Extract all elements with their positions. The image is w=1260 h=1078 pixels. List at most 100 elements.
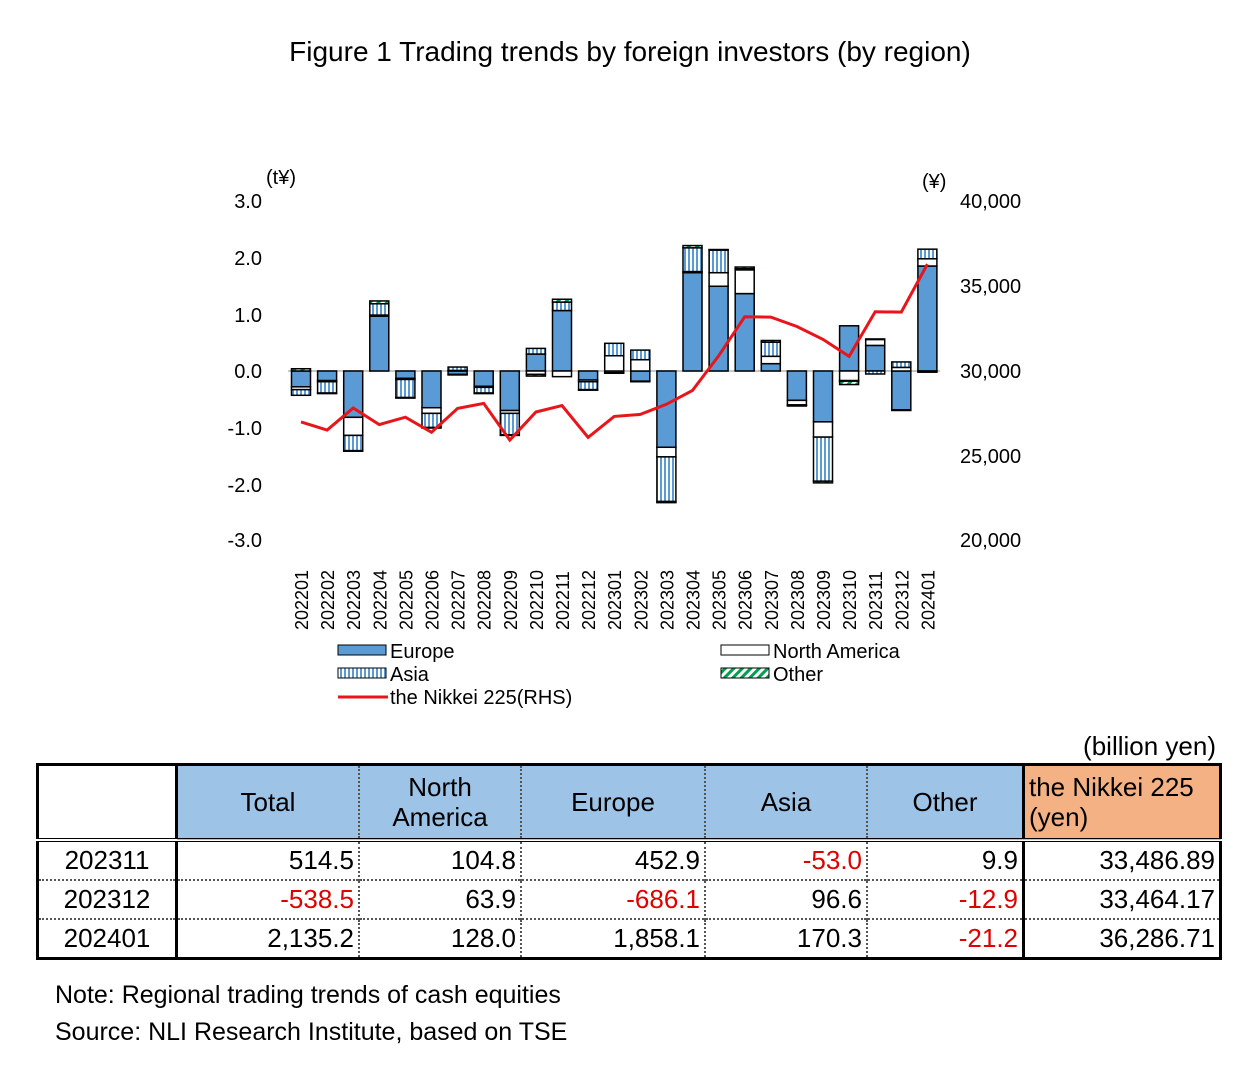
table-cell: 36,286.71 <box>1022 918 1221 959</box>
table-cell: 33,486.89 <box>1022 839 1221 880</box>
bar-europe <box>656 370 677 449</box>
bar-other <box>342 449 364 452</box>
bar-europe <box>551 309 573 372</box>
bar-other <box>630 380 651 383</box>
left-tick-label: 0.0 <box>234 361 262 383</box>
chart-title: Figure 1 Trading trends by foreign inves… <box>289 36 971 67</box>
bar-europe <box>760 362 782 372</box>
bar-asia <box>369 303 390 316</box>
x-tick-label: 202209 <box>501 570 521 630</box>
bar-other <box>473 392 494 395</box>
table-cell: 170.3 <box>704 918 867 959</box>
bar-other <box>316 392 338 395</box>
bar-other <box>577 388 599 391</box>
x-tick-label: 202302 <box>631 570 651 630</box>
bar-asia <box>290 388 312 397</box>
x-tick-label: 202203 <box>344 570 364 630</box>
bar-asia <box>760 341 782 358</box>
bar-other <box>917 370 938 373</box>
note-text: Note: Regional trading trends of cash eq… <box>55 981 561 1009</box>
bar-other <box>838 380 860 386</box>
bar-other <box>864 338 886 341</box>
bar-asia <box>864 370 886 375</box>
bar-asia <box>708 249 729 274</box>
x-tick-label: 202308 <box>788 570 808 630</box>
x-tick-label: 202307 <box>762 570 782 630</box>
bar-asia <box>577 380 599 391</box>
bar-other <box>708 248 729 251</box>
bar-other <box>786 404 808 407</box>
bar-asia <box>447 366 468 372</box>
bar-other <box>734 266 755 270</box>
bar-europe <box>891 370 912 411</box>
right-tick-label: 20,000 <box>960 530 1021 552</box>
x-tick-label: 202204 <box>370 570 390 630</box>
bar-other <box>682 244 703 249</box>
right-tick-label: 35,000 <box>960 276 1021 298</box>
header-total: Total <box>175 764 359 842</box>
header-north-america: North America <box>358 764 521 842</box>
table-cell: 96.6 <box>704 879 867 919</box>
bar-north-america <box>551 370 573 378</box>
header-asia: Asia <box>704 764 867 842</box>
bar-north-america <box>421 406 442 415</box>
source-text: Source: NLI Research Institute, based on… <box>55 1018 568 1046</box>
table-cell: -21.2 <box>866 918 1024 959</box>
table-cell: 33,464.17 <box>1022 879 1221 919</box>
x-tick-label: 202312 <box>892 570 912 630</box>
bar-other <box>395 396 416 399</box>
bar-north-america <box>630 358 651 372</box>
x-tick-label: 202210 <box>527 570 547 630</box>
bar-europe <box>525 353 547 372</box>
x-tick-label: 202401 <box>918 570 938 630</box>
row-month: 202312 <box>37 879 178 919</box>
bar-other <box>812 480 834 484</box>
legend-label: the Nikkei 225(RHS) <box>390 687 572 709</box>
header-europe: Europe <box>520 764 705 842</box>
bar-other <box>525 373 547 377</box>
header-blank <box>36 764 178 842</box>
legend-swatch <box>337 667 387 679</box>
bar-europe <box>395 370 416 380</box>
bar-north-america <box>734 269 755 295</box>
left-tick-label: -2.0 <box>228 475 262 497</box>
bar-europe <box>473 370 494 388</box>
bar-asia <box>917 248 938 260</box>
row-month: 202311 <box>37 839 178 880</box>
row-month: 202401 <box>37 918 178 959</box>
bar-north-america <box>342 416 364 437</box>
right-tick-label: 40,000 <box>960 191 1021 213</box>
x-tick-label: 202301 <box>605 570 625 630</box>
bar-europe <box>734 292 755 372</box>
data-table: Total North America Europe Asia Other th… <box>36 763 1222 960</box>
legend-swatch <box>720 667 770 679</box>
table-row: 202312 -538.5 63.9 -686.1 96.6 -12.9 33,464.17 <box>37 879 1221 919</box>
x-tick-label: 202310 <box>840 570 860 630</box>
table-row: 202311 514.5 104.8 452.9 -53.0 9.9 33,486.89 <box>37 839 1221 880</box>
table-cell: -12.9 <box>866 879 1024 919</box>
left-tick-label: 2.0 <box>234 248 262 270</box>
bar-europe <box>838 325 860 372</box>
x-tick-label: 202211 <box>553 571 573 630</box>
table-row: 202401 2,135.2 128.0 1,858.1 170.3 -21.2 36,28… <box>37 918 1221 959</box>
table-cell: -53.0 <box>704 839 867 880</box>
bar-europe <box>786 370 808 402</box>
x-tick-label: 202311 <box>866 571 886 630</box>
table-cell: 128.0 <box>358 918 521 959</box>
left-tick-label: -3.0 <box>228 530 262 552</box>
x-tick-label: 202303 <box>657 570 677 630</box>
x-tick-label: 202206 <box>423 570 443 630</box>
bar-europe <box>917 265 938 372</box>
legend-label: North America <box>773 641 901 663</box>
x-tick-label: 202309 <box>814 570 834 630</box>
bar-asia <box>891 361 912 369</box>
left-tick-label: 1.0 <box>234 305 262 327</box>
x-tick-label: 202306 <box>736 570 756 630</box>
x-tick-label: 202201 <box>292 570 312 630</box>
bar-north-america <box>603 354 625 372</box>
x-tick-label: 202212 <box>579 570 599 630</box>
table-header-row: Total North America Europe Asia Other th… <box>36 764 1221 842</box>
bar-other <box>603 371 625 375</box>
table-cell: 9.9 <box>866 839 1024 880</box>
